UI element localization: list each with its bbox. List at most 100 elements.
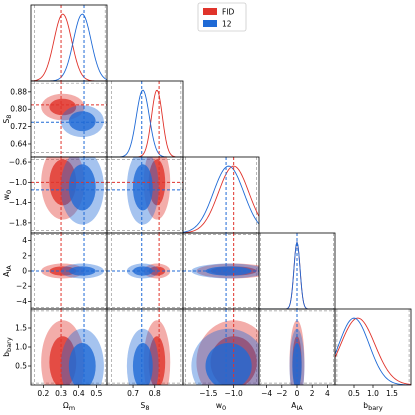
marginal-curve	[31, 13, 107, 81]
y-tick-label: −2	[16, 282, 27, 291]
panel	[182, 156, 260, 234]
panel-frame	[182, 156, 260, 234]
contour	[132, 342, 153, 385]
x-tick-label: −1.0	[225, 389, 243, 398]
x-tick-label: 0.5	[90, 389, 102, 398]
y-tick-label: 1.0	[15, 343, 27, 352]
panel	[30, 156, 108, 234]
legend-label: 12	[222, 20, 232, 29]
legend: FID 12	[197, 2, 247, 32]
panel-frame	[106, 80, 184, 158]
panel-content	[31, 81, 107, 157]
y-tick-label: 4	[22, 236, 27, 245]
panel	[106, 80, 184, 158]
panel-content	[31, 233, 107, 309]
contour	[205, 342, 252, 385]
axis-label: AIA	[291, 401, 303, 412]
panel	[334, 308, 412, 386]
y-tick-label: −4	[16, 297, 27, 306]
axis-label: S8	[141, 401, 150, 412]
x-tick-label: 0.5	[348, 389, 360, 398]
panel-content	[259, 309, 335, 385]
panel-content	[183, 157, 259, 233]
panel-content	[107, 233, 183, 309]
x-tick-label: 0	[295, 389, 300, 398]
marginal-curve	[107, 89, 183, 157]
panel-content	[335, 309, 411, 385]
marginal-curve	[107, 89, 183, 157]
contour	[68, 111, 96, 132]
panel-content	[183, 233, 259, 309]
y-tick-label: 0.5	[15, 362, 27, 371]
axis-label: w0	[2, 190, 13, 200]
x-tick-label: 1.0	[367, 389, 379, 398]
x-tick-label: 4	[325, 389, 330, 398]
axis-label: bbary	[363, 401, 383, 412]
x-tick-label: 0.8	[149, 389, 161, 398]
contour	[68, 164, 96, 211]
y-tick-label: 0.88	[10, 87, 27, 96]
marginal-curve	[335, 317, 411, 385]
panel-content	[107, 81, 183, 157]
panel-content	[31, 309, 107, 385]
panel-content	[31, 5, 107, 81]
legend-swatch	[203, 8, 217, 15]
panel-frame	[30, 4, 108, 82]
marginal-curve	[335, 317, 411, 385]
axis-label: S8	[2, 115, 13, 124]
y-tick-label: 0.64	[10, 139, 27, 148]
panel-content	[107, 157, 183, 233]
x-tick-label: −4	[261, 389, 272, 398]
panel-content	[183, 309, 259, 385]
y-tick-label: −1.0	[9, 178, 27, 187]
contour	[148, 159, 166, 206]
panel	[106, 232, 184, 310]
x-tick-label: 0.4	[73, 389, 85, 398]
x-tick-label: −1.5	[199, 389, 217, 398]
y-tick-label: 1.5	[15, 324, 27, 333]
y-tick-label: −0.6	[9, 158, 27, 167]
axis-label: AIA	[2, 265, 13, 277]
y-tick-label: 0.72	[10, 122, 27, 131]
panel	[30, 80, 108, 158]
panel-content	[259, 233, 335, 309]
panel	[30, 308, 108, 386]
marginal-curve	[183, 165, 259, 233]
contour	[68, 342, 96, 385]
panel	[258, 308, 336, 386]
panel	[182, 308, 260, 386]
panel	[106, 156, 184, 234]
contour	[148, 266, 166, 276]
x-tick-label: 0.7	[127, 389, 139, 398]
panel	[106, 308, 184, 386]
legend-label: FID	[222, 8, 235, 17]
contour	[292, 342, 302, 385]
y-tick-label: 2	[22, 251, 27, 260]
panel-content	[31, 157, 107, 233]
panel-content	[107, 309, 183, 385]
y-tick-label: 0.80	[10, 105, 27, 114]
x-tick-label: −2	[276, 389, 287, 398]
contour	[132, 164, 153, 211]
marginal-curve	[183, 165, 259, 233]
axis-label: bbary	[2, 337, 13, 357]
axis-label: Ωm	[63, 401, 75, 412]
panel	[182, 232, 260, 310]
marginal-curve	[31, 13, 107, 81]
x-tick-label: 1.5	[386, 389, 398, 398]
contour	[148, 336, 166, 385]
x-tick-label: 0.3	[55, 389, 67, 398]
x-tick-label: 2	[310, 389, 315, 398]
contour	[49, 98, 77, 116]
axis-label: w0	[216, 401, 226, 412]
y-tick-label: −1.8	[9, 218, 27, 227]
legend-swatch	[203, 20, 217, 27]
x-tick-label: 0.2	[37, 389, 49, 398]
marginal-curve	[259, 240, 335, 309]
y-tick-label: −1.4	[9, 198, 27, 207]
panel	[30, 232, 108, 310]
panel	[30, 4, 108, 82]
y-tick-label: 0	[22, 267, 27, 276]
